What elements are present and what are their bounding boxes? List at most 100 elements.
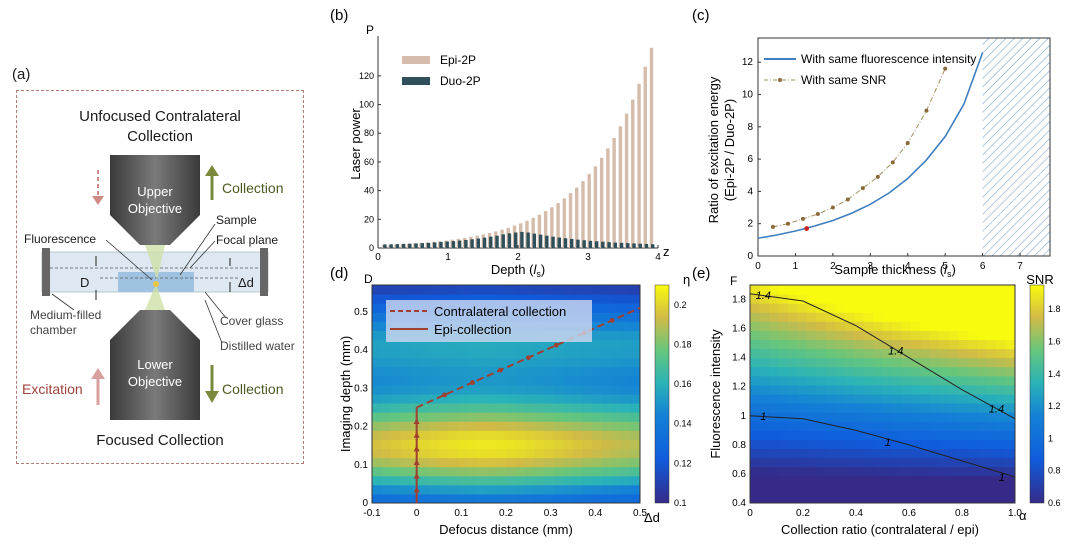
b-bar-duo (451, 241, 456, 248)
d-heat-cell (601, 412, 612, 422)
d-heat-cell (448, 430, 459, 440)
e-heat-cell (986, 403, 997, 413)
d-heat-cell (429, 366, 440, 377)
d-heat-cell (391, 475, 402, 486)
e-heat-cell (835, 375, 846, 386)
b-bar-duo (513, 232, 518, 248)
d-heat-cell (477, 384, 488, 395)
e-heat-cell (835, 357, 846, 368)
d-heat-cell (515, 475, 526, 486)
e-heat-cell (844, 466, 855, 477)
e-heat-cell (844, 412, 855, 422)
e-contour-1-4 (749, 293, 1016, 420)
e-heat-cell (1005, 421, 1016, 431)
e-heat-cell (825, 312, 836, 322)
e-heat-cell (787, 475, 798, 486)
d-heat-cell (448, 339, 459, 350)
d-heat-cell (486, 384, 497, 395)
d-heat-cell (458, 457, 469, 468)
c-snr-point (875, 174, 880, 179)
e-heat-cell (787, 403, 798, 413)
d-heat-cell (573, 294, 584, 304)
e-heat-cell (778, 484, 789, 495)
e-heat-cell (939, 294, 950, 304)
e-heat-cell (958, 384, 969, 395)
d-heat-cell (582, 439, 593, 449)
e-heat-cell (797, 412, 808, 422)
d-heat-cell (544, 466, 555, 477)
d-heat-cell (467, 421, 478, 431)
e-heat-cell (939, 366, 950, 377)
e-heat-cell (910, 312, 921, 322)
e-heat-cell (958, 348, 969, 359)
e-heat-cell (920, 312, 931, 322)
d-heat-cell (477, 421, 488, 431)
e-x-tick-label: 1.0 (1008, 508, 1022, 519)
excitation-label: Excitation (22, 381, 83, 397)
e-heat-cell (778, 339, 789, 350)
e-heat-cell (797, 493, 808, 504)
e-heat-cell (750, 466, 760, 477)
e-heat-cell (986, 466, 997, 477)
e-heat-cell (778, 493, 789, 504)
e-heat-cell (825, 457, 836, 468)
e-heat-cell (901, 285, 912, 295)
d-heat-cell (630, 439, 641, 449)
e-heat-cell (996, 384, 1007, 395)
d-heat-cell (592, 321, 603, 331)
e-heat-cell (768, 493, 779, 504)
d-heat-cell (553, 439, 564, 449)
d-y-tick-label: 0.5 (354, 307, 368, 318)
e-heat-cell (977, 348, 988, 359)
d-heat-cell (630, 484, 641, 495)
e-heat-cell (891, 457, 902, 468)
b-x-label: Depth (ls) (491, 262, 545, 279)
b-bar-epi (593, 166, 598, 248)
d-heat-cell (400, 457, 411, 468)
e-heat-cell (1005, 312, 1016, 322)
d-heat-cell (477, 475, 488, 486)
e-heat-cell (750, 285, 760, 295)
e-heat-cell (901, 366, 912, 377)
d-heat-cell (391, 348, 402, 359)
d-heat-cell (563, 421, 574, 431)
e-heat-cell (939, 394, 950, 404)
d-heat-cell (381, 493, 392, 504)
e-heat-cell (873, 303, 883, 313)
b-x-label-end: ) (541, 262, 545, 277)
d-heat-cell (496, 493, 507, 504)
d-heat-cell (544, 421, 555, 431)
e-heat-cell (1005, 448, 1016, 459)
d-heat-cell (544, 357, 555, 368)
e-heat-cell (844, 475, 855, 486)
d-heat-cell (381, 357, 392, 368)
e-colorbar-tick-label: 1 (1048, 433, 1053, 443)
c-y-tick-label: 0 (747, 251, 753, 262)
top-title-line2: Collection (127, 128, 193, 145)
b-bar-duo (538, 234, 543, 248)
d-heat-cell (630, 321, 641, 331)
e-heat-cell (891, 466, 902, 477)
d-heat-cell (630, 384, 641, 395)
cover-glass-label: Cover glass (220, 314, 284, 328)
d-heat-cell (601, 321, 612, 331)
d-heat-cell (515, 412, 526, 422)
panel-e-tag: (e) (692, 265, 710, 282)
e-heat-cell (920, 412, 931, 422)
d-heat-cell (458, 439, 469, 449)
d-heat-cell (553, 394, 564, 404)
e-heat-cell (948, 303, 959, 313)
e-heat-cell (863, 339, 874, 350)
e-heat-cell (977, 312, 988, 322)
d-heat-cell (486, 493, 497, 504)
d-heat-cell (477, 484, 488, 495)
d-heat-cell (410, 394, 421, 404)
d-heat-cell (592, 448, 603, 459)
e-heat-cell (882, 475, 893, 486)
e-heat-cell (825, 421, 836, 431)
d-heat-cell (611, 321, 622, 331)
d-heat-cell (582, 493, 593, 504)
d-heat-cell (400, 412, 411, 422)
e-heat-cell (854, 294, 865, 304)
e-y-tick-label: 1.8 (732, 295, 746, 306)
